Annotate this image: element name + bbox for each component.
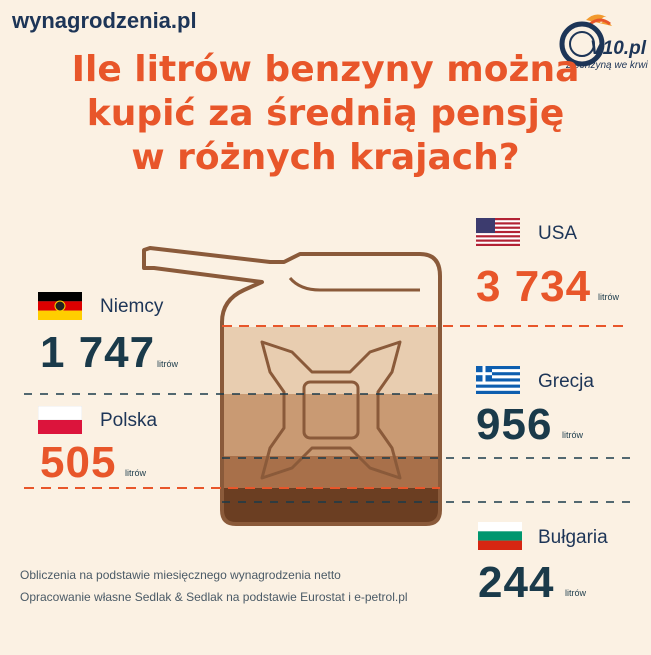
footnote-calculation: Obliczenia na podstawie miesięcznego wyn… [20,568,341,582]
title-line-1: Ile litrów benzyny można [71,49,580,90]
logo-name: V10.pl [590,38,646,59]
country-grecja-value: 956 [476,400,553,449]
fill-layer-3 [222,456,440,488]
fill-layer-top [222,327,440,394]
logo-tagline: z benzyną we krwi [566,60,648,71]
greece-flag-icon [476,366,520,394]
country-niemcy-unit: litrów [157,359,179,369]
country-polska-name: Polska [100,410,158,431]
title-line-2: kupić za średnią pensję [86,93,565,134]
germany-flag-icon [38,292,82,320]
country-bulgaria-name: Bułgaria [538,527,608,548]
fill-layer-bottom [222,488,440,524]
country-polska-value: 505 [40,438,117,487]
country-grecja-name: Grecja [538,371,594,392]
usa-flag-icon [476,218,520,246]
brand-link[interactable]: wynagrodzenia.pl [12,8,197,33]
footnote-source: Opracowanie własne Sedlak & Sedlak na po… [20,590,408,604]
bulgaria-flag-icon [478,522,522,550]
country-bulgaria-value: 244 [478,558,555,607]
jerry-can-illustration [24,246,630,526]
country-niemcy-name: Niemcy [100,296,164,317]
country-usa-name: USA [538,223,578,244]
country-usa-unit: litrów [598,292,620,302]
page-title: Ile litrów benzyny można kupić za średni… [0,48,651,180]
fill-layer-2 [222,394,440,456]
country-bulgaria-unit: litrów [565,588,587,598]
poland-flag-icon [38,406,82,434]
country-niemcy-value: 1 747 [40,328,156,377]
country-usa-value: 3 734 [476,262,592,311]
v10-logo-icon[interactable] [556,10,646,80]
country-grecja-unit: litrów [562,430,584,440]
title-line-3: w różnych krajach? [131,137,520,178]
country-polska-unit: litrów [125,468,147,478]
